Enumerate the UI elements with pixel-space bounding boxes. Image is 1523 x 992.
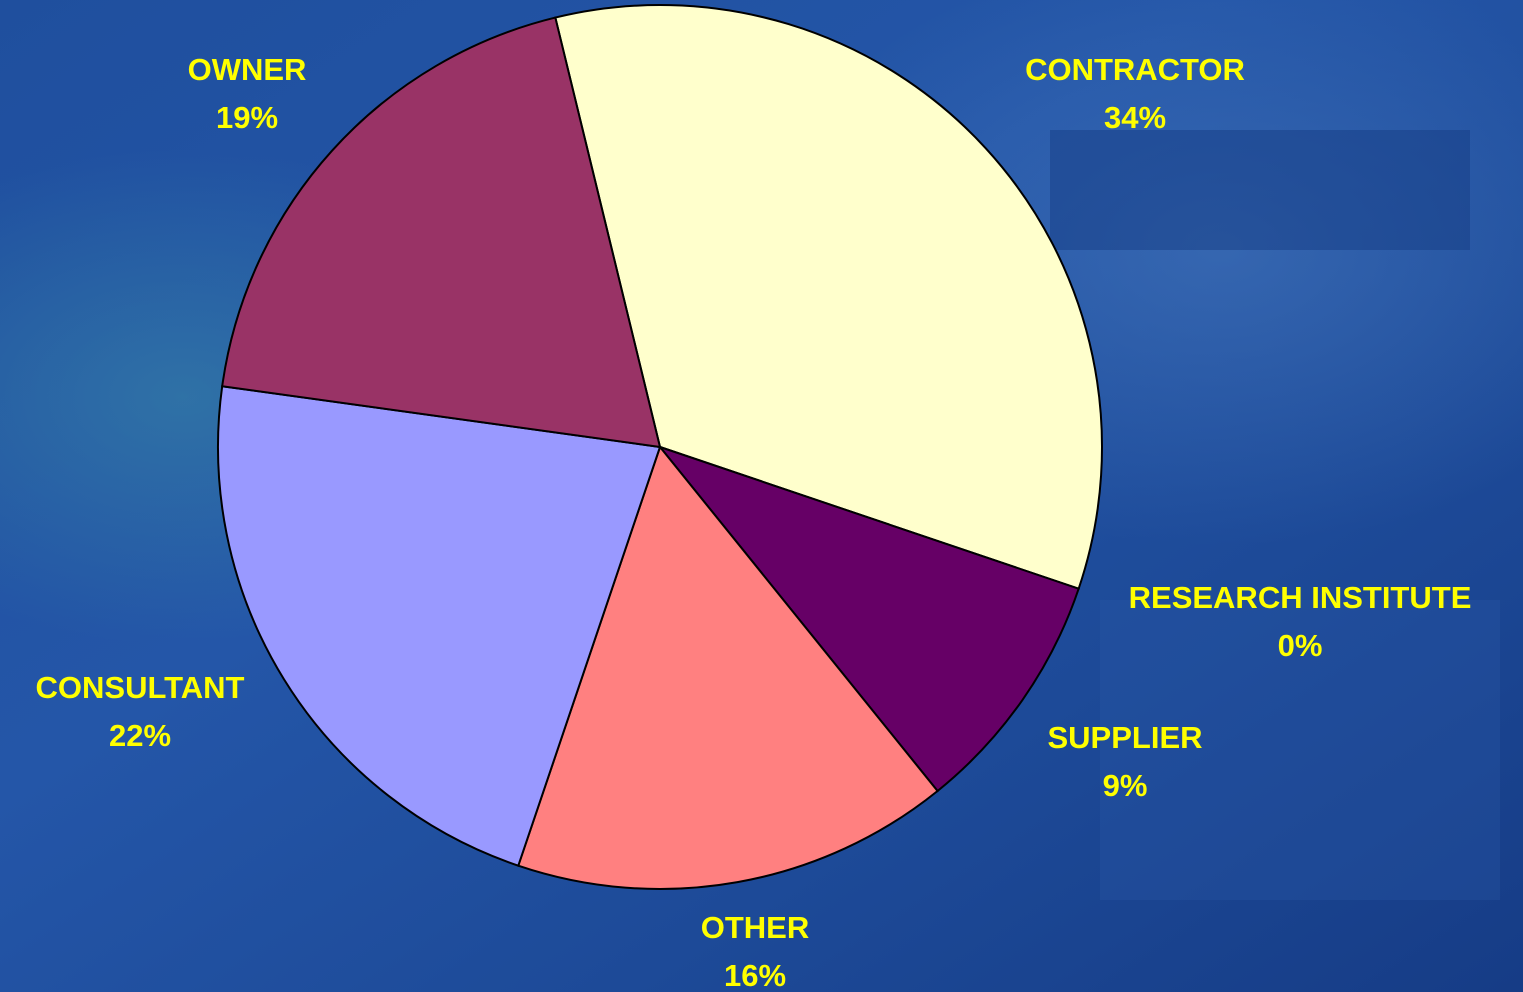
labels: CONTRACTOR 34% RESEARCH INSTITUTE 0% SUPPLIE… bbox=[36, 52, 1472, 992]
slice-label: CONSULTANT bbox=[36, 670, 245, 705]
background-texture bbox=[1050, 130, 1470, 250]
pie-slice bbox=[554, 4, 1103, 590]
slice-label: CONTRACTOR bbox=[1025, 52, 1245, 87]
slice-value-label: 16% bbox=[724, 958, 786, 992]
pie-slice bbox=[217, 385, 662, 867]
background-texture bbox=[1100, 600, 1500, 900]
slice-value-label: 22% bbox=[109, 718, 171, 753]
slice-value-label: 19% bbox=[216, 100, 278, 135]
slice-value-label: 34% bbox=[1104, 100, 1166, 135]
pie-slice bbox=[657, 444, 1080, 793]
slice-value-label: 0% bbox=[1278, 628, 1323, 663]
slice-label: OTHER bbox=[701, 910, 810, 945]
pie bbox=[217, 4, 1103, 890]
slice-label: SUPPLIER bbox=[1047, 720, 1202, 755]
slice-label: RESEARCH INSTITUTE bbox=[1129, 580, 1472, 615]
slice-value-label: 9% bbox=[1103, 768, 1148, 803]
pie-slice bbox=[221, 16, 662, 449]
slice-label: OWNER bbox=[188, 52, 307, 87]
